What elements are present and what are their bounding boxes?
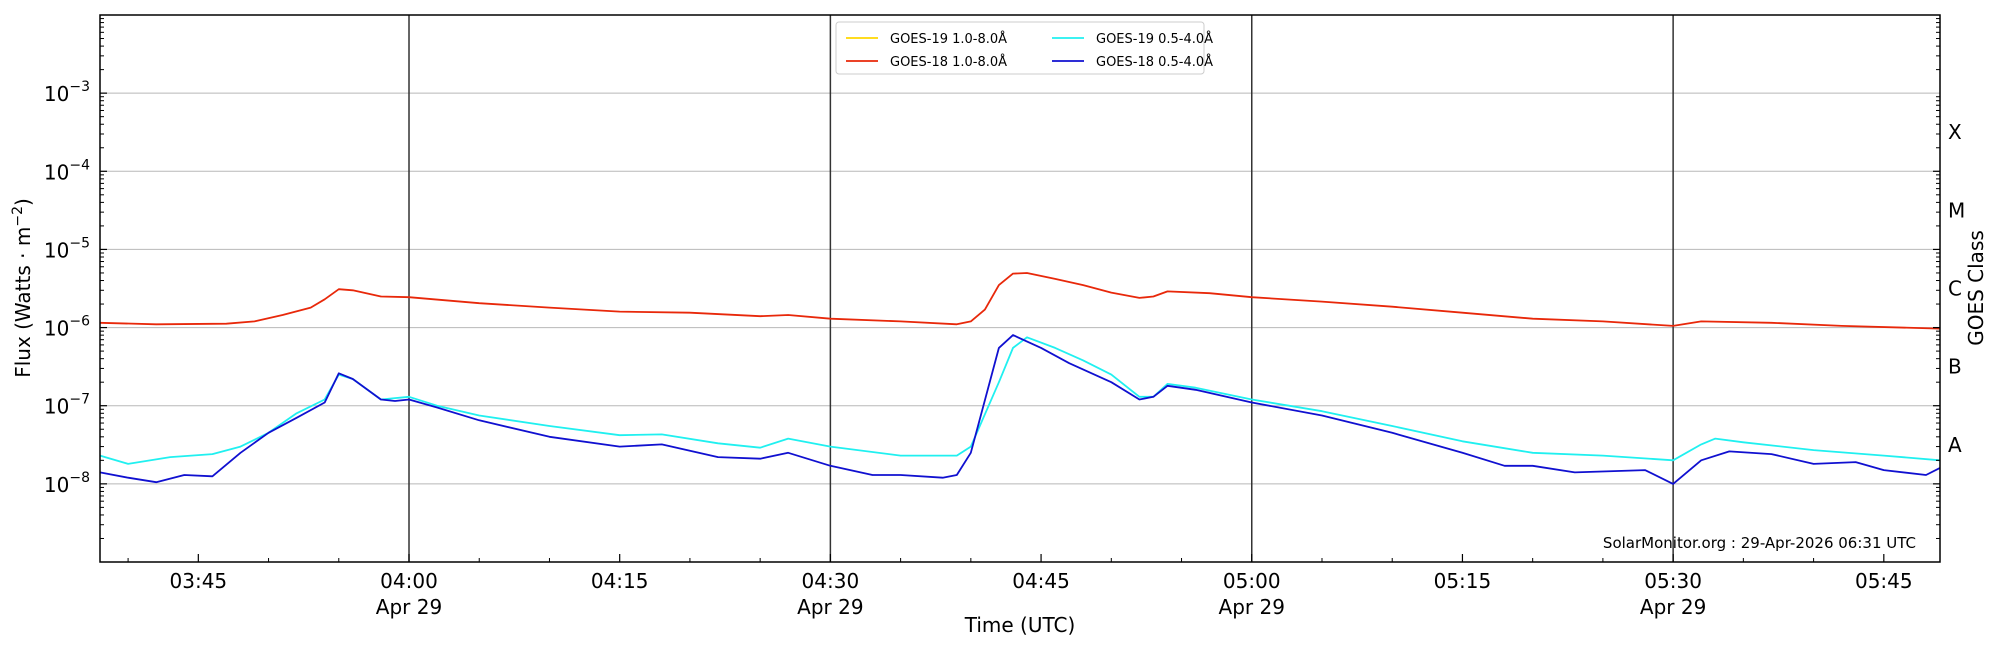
- y-tick-label: 10−4: [44, 157, 90, 184]
- y-tick-exponent: −7: [69, 392, 90, 408]
- y-tick-base: 10: [44, 317, 69, 341]
- x-axis-title: Time (UTC): [964, 613, 1076, 637]
- y-tick-exponent: −8: [69, 470, 90, 486]
- goes-class-label: C: [1948, 277, 1962, 301]
- y-tick-base: 10: [44, 473, 69, 497]
- goes-class-label: A: [1948, 433, 1962, 457]
- axis-ticks: [100, 18, 1940, 562]
- x-tick-label: 03:45: [170, 569, 228, 593]
- y-axis-title-close: ): [11, 198, 35, 206]
- y-tick-base: 10: [44, 238, 69, 262]
- y-tick-label: 10−3: [44, 79, 90, 106]
- legend-label: GOES-18 0.5-4.0Å: [1096, 54, 1213, 70]
- x-tick-label: 05:30: [1644, 569, 1702, 593]
- legend: GOES-19 1.0-8.0Å GOES-18 1.0-8.0Å GOES-19 …: [835, 21, 1213, 75]
- y-axis-title-exponent: −2: [10, 206, 26, 227]
- credit-text: SolarMonitor.org : 29-Apr-2026 06:31 UTC: [1603, 534, 1916, 552]
- x-tick-label: 04:00: [380, 569, 438, 593]
- y-tick-label: 10−8: [44, 470, 90, 497]
- x-tick-label: 05:45: [1855, 569, 1913, 593]
- goes-class-axis-title: GOES Class: [1964, 230, 1988, 346]
- y-tick-exponent: −5: [69, 235, 90, 251]
- goes-class-label: M: [1948, 198, 1965, 222]
- y-tick-label: 10−5: [44, 235, 90, 262]
- x-date-label: Apr 29: [1219, 595, 1285, 619]
- y-tick-exponent: −3: [69, 79, 90, 95]
- x-date-label: Apr 29: [376, 595, 442, 619]
- y-tick-label: 10−6: [44, 314, 90, 341]
- series-lines: [99, 272, 1941, 485]
- y-tick-exponent: −4: [69, 157, 90, 173]
- x-tick-label: 05:15: [1434, 569, 1492, 593]
- y-axis-title-text: Flux (Watts · m: [11, 227, 35, 378]
- x-tick-label: 04:45: [1012, 569, 1070, 593]
- legend-label: GOES-18 1.0-8.0Å: [890, 54, 1007, 70]
- y-tick-base: 10: [44, 160, 69, 184]
- y-tick-label: 10−7: [44, 392, 90, 419]
- y-tick-base: 10: [44, 82, 69, 106]
- plot-frame: [99, 14, 1941, 563]
- legend-label: GOES-19 0.5-4.0Å: [1096, 31, 1213, 47]
- y-tick-exponent: −6: [69, 314, 90, 330]
- day-marker-lines: [408, 15, 1674, 562]
- series-line-goes-18-0-5-4-0: [99, 334, 1941, 485]
- grid-lines: [100, 92, 1940, 485]
- x-tick-label: 04:15: [591, 569, 649, 593]
- legend-label: GOES-19 1.0-8.0Å: [890, 31, 1007, 47]
- x-date-label: Apr 29: [797, 595, 863, 619]
- series-line-goes-19-0-5-4-0: [99, 336, 1941, 465]
- y-tick-base: 10: [44, 395, 69, 419]
- y-axis-title: Flux (Watts · m−2): [10, 198, 35, 378]
- x-date-label: Apr 29: [1640, 595, 1706, 619]
- x-tick-label: 04:30: [802, 569, 860, 593]
- goes-class-label: X: [1948, 120, 1962, 144]
- goes-class-label: B: [1948, 355, 1962, 379]
- x-tick-label: 05:00: [1223, 569, 1281, 593]
- legend-box: [835, 21, 1205, 75]
- series-line-goes-18-1-0-8-0: [99, 272, 1941, 330]
